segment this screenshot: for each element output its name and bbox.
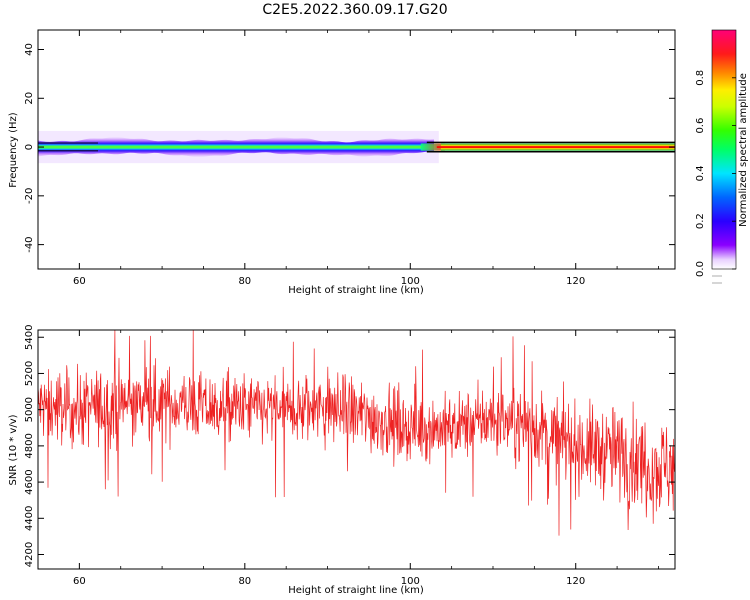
x-tick-label: 60 bbox=[73, 276, 86, 287]
y-tick-label: -20 bbox=[24, 188, 35, 204]
y-tick-label: 5200 bbox=[24, 361, 35, 386]
colorbar-tick-label: 0.8 bbox=[695, 70, 706, 86]
spectrogram-core-streak bbox=[38, 145, 427, 149]
snr-y-label: SNR (10 * v/v) bbox=[8, 414, 19, 485]
colorbar-label: Normalized spectral amplitude bbox=[738, 73, 749, 227]
spectrogram-x-label: Height of straight line (km) bbox=[288, 285, 424, 296]
spectrogram-panel: 60 80 100 120 -40 -20 0 20 40 Height of straigh… bbox=[8, 29, 676, 296]
colorbar-tick-label: 0.6 bbox=[695, 118, 706, 134]
y-tick-label: -40 bbox=[24, 236, 35, 252]
colorbar-tick-label: 0.0 bbox=[695, 261, 706, 277]
spectrogram-x-ticks: 60 80 100 120 bbox=[37, 30, 659, 287]
x-tick-label: 120 bbox=[566, 276, 585, 287]
x-tick-label: 80 bbox=[238, 576, 251, 587]
snr-y-ticks: 4200 4400 4600 4800 5000 5200 5400 bbox=[24, 325, 675, 567]
figure-title: C2E5.2022.360.09.17.G20 bbox=[262, 2, 448, 18]
y-tick-label: 40 bbox=[24, 43, 35, 56]
y-tick-label: 4600 bbox=[24, 469, 35, 494]
x-tick-label: 60 bbox=[73, 576, 86, 587]
colorbar-ticks: 0.0 0.2 0.4 0.6 0.8 bbox=[695, 70, 736, 284]
colorbar-gradient bbox=[711, 29, 737, 270]
x-tick-label: 100 bbox=[401, 276, 420, 287]
snr-frame bbox=[37, 329, 676, 570]
spectrogram-y-ticks: -40 -20 0 20 40 bbox=[24, 43, 675, 253]
snr-series-line bbox=[38, 330, 675, 536]
x-tick-label: 120 bbox=[566, 576, 585, 587]
x-tick-label: 100 bbox=[401, 576, 420, 587]
y-tick-label: 20 bbox=[24, 92, 35, 105]
y-tick-label: 5400 bbox=[24, 325, 35, 350]
y-tick-label: 5000 bbox=[24, 397, 35, 422]
colorbar-tick-label: 0.2 bbox=[695, 213, 706, 229]
snr-panel: 60 80 100 120 4200440046004800500052005400 … bbox=[8, 325, 676, 596]
spectrogram-y-label: Frequency (Hz) bbox=[8, 112, 19, 188]
spectrogram-transition bbox=[420, 143, 445, 151]
y-tick-label: 0 bbox=[24, 144, 35, 150]
spectrogram-frame bbox=[37, 29, 676, 270]
y-tick-label: 4400 bbox=[24, 506, 35, 531]
colorbar-tick-label: 0.4 bbox=[695, 165, 706, 181]
colorbar: 0.0 0.2 0.4 0.6 0.8 Normalized spectral ampl… bbox=[695, 29, 749, 284]
spectrogram-data bbox=[38, 130, 675, 164]
x-tick-label: 80 bbox=[238, 276, 251, 287]
snr-x-label: Height of straight line (km) bbox=[288, 585, 424, 596]
y-tick-label: 4200 bbox=[24, 542, 35, 567]
y-tick-label: 4800 bbox=[24, 433, 35, 458]
snr-data bbox=[38, 330, 675, 536]
snr-x-ticks: 60 80 100 120 bbox=[37, 330, 659, 587]
